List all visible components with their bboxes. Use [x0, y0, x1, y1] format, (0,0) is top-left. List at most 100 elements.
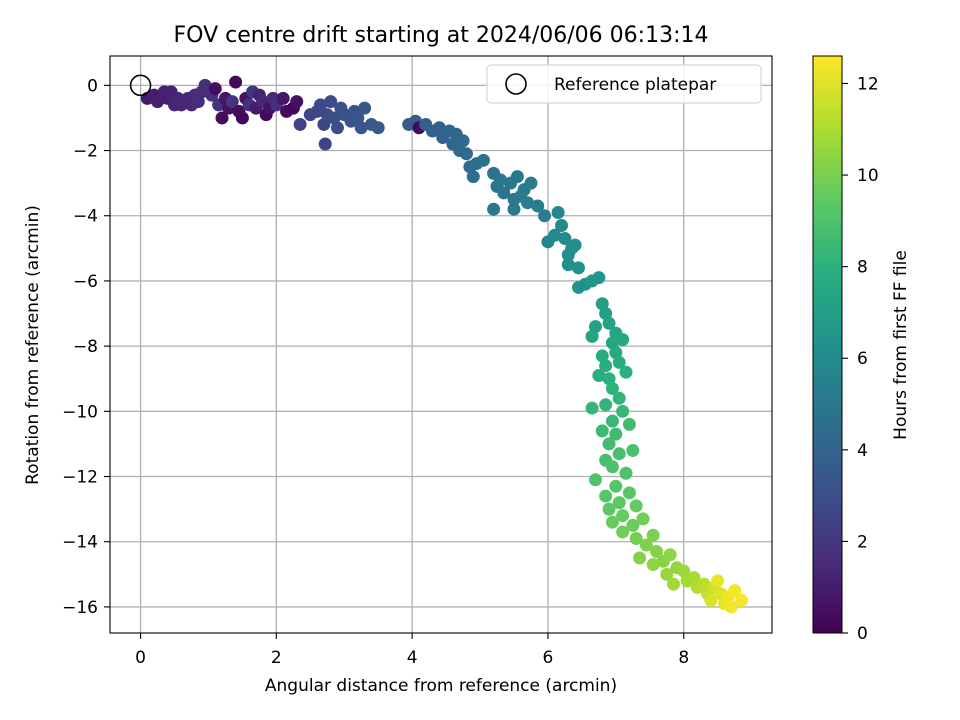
colorbar-tick-label: 6 — [857, 349, 868, 369]
data-point — [609, 479, 623, 493]
data-point — [290, 95, 304, 109]
colorbar-tick-label: 0 — [857, 624, 868, 644]
y-tick-label: −6 — [73, 272, 98, 292]
data-point — [619, 365, 633, 379]
chart-title: FOV centre drift starting at 2024/06/06 … — [174, 23, 709, 48]
data-point — [208, 82, 222, 96]
data-point — [663, 548, 677, 562]
x-tick-label: 4 — [407, 648, 418, 668]
data-point — [646, 558, 660, 572]
data-point — [602, 316, 616, 330]
data-point — [605, 414, 619, 428]
data-point — [629, 499, 643, 513]
plot-frame — [109, 55, 773, 634]
colorbar: 0 2 4 6 8 10 12 Hours from first FF file — [812, 55, 911, 644]
data-point — [235, 111, 249, 125]
data-point — [507, 202, 521, 216]
data-point — [660, 567, 674, 581]
legend-box — [486, 64, 762, 104]
data-point — [595, 424, 609, 438]
y-tick-label: −12 — [62, 468, 98, 488]
data-point — [697, 577, 711, 591]
data-point — [561, 258, 575, 272]
y-tick-label: −10 — [62, 402, 98, 422]
data-points — [129, 74, 748, 614]
data-point — [476, 153, 490, 167]
y-tick-label: −8 — [73, 337, 98, 357]
x-tick-label: 0 — [135, 648, 146, 668]
data-point — [599, 359, 613, 373]
data-point — [524, 176, 538, 190]
data-point — [667, 577, 681, 591]
data-point — [198, 78, 212, 92]
data-point — [151, 95, 165, 109]
data-point — [605, 336, 619, 350]
legend: Reference platepar — [486, 64, 762, 104]
data-point — [612, 496, 626, 510]
data-point — [605, 515, 619, 529]
data-point — [599, 398, 613, 412]
data-point — [538, 209, 552, 223]
data-point — [711, 574, 725, 588]
data-point — [622, 486, 636, 500]
data-point — [639, 538, 653, 552]
legend-label: Reference platepar — [554, 75, 716, 95]
data-point — [626, 443, 640, 457]
data-point — [605, 382, 619, 396]
colorbar-tick-label: 4 — [857, 441, 868, 461]
data-point — [619, 466, 633, 480]
grid — [110, 56, 772, 633]
data-point — [592, 271, 606, 285]
data-point — [229, 75, 243, 89]
y-tick-label: −2 — [73, 142, 98, 162]
data-point — [595, 349, 609, 363]
data-point — [276, 91, 290, 105]
data-point — [568, 238, 582, 252]
colorbar-gradient — [812, 55, 843, 634]
data-point — [616, 509, 630, 523]
data-point — [555, 219, 569, 233]
data-point — [358, 101, 372, 115]
y-tick-label: −14 — [62, 533, 98, 553]
data-point — [599, 307, 613, 321]
x-axis-label: Angular distance from reference (arcmin) — [265, 676, 617, 696]
legend-open-circle-marker — [505, 73, 527, 95]
data-point — [548, 228, 562, 242]
data-point — [497, 186, 511, 200]
data-point — [622, 417, 636, 431]
data-point — [599, 489, 613, 503]
data-point — [585, 401, 599, 415]
data-point — [531, 199, 545, 213]
data-point — [521, 196, 535, 210]
colorbar-tick-label: 12 — [857, 74, 879, 94]
data-point — [324, 95, 338, 109]
data-point — [616, 404, 630, 418]
data-point — [612, 391, 626, 405]
data-point — [330, 121, 344, 135]
data-point — [602, 502, 616, 516]
data-point — [432, 121, 446, 135]
data-point — [616, 333, 630, 347]
y-tick-label: −16 — [62, 598, 98, 618]
data-point — [456, 134, 470, 148]
x-tick-label: 6 — [543, 648, 554, 668]
data-point — [677, 564, 691, 578]
colorbar-tick-label: 10 — [857, 166, 879, 186]
data-point — [609, 346, 623, 360]
colorbar-ticks: 0 2 4 6 8 10 12 — [842, 74, 879, 644]
data-point — [313, 98, 327, 112]
data-point — [612, 355, 626, 369]
data-point — [605, 460, 619, 474]
data-point — [595, 297, 609, 311]
colorbar-label: Hours from first FF file — [891, 250, 911, 440]
reference-platepar-marker — [129, 74, 152, 97]
x-tick-label: 8 — [678, 648, 689, 668]
data-point — [734, 593, 748, 607]
data-point — [466, 170, 480, 184]
data-point — [225, 95, 239, 109]
data-point — [558, 232, 572, 246]
data-point — [629, 531, 643, 545]
data-point — [592, 368, 606, 382]
